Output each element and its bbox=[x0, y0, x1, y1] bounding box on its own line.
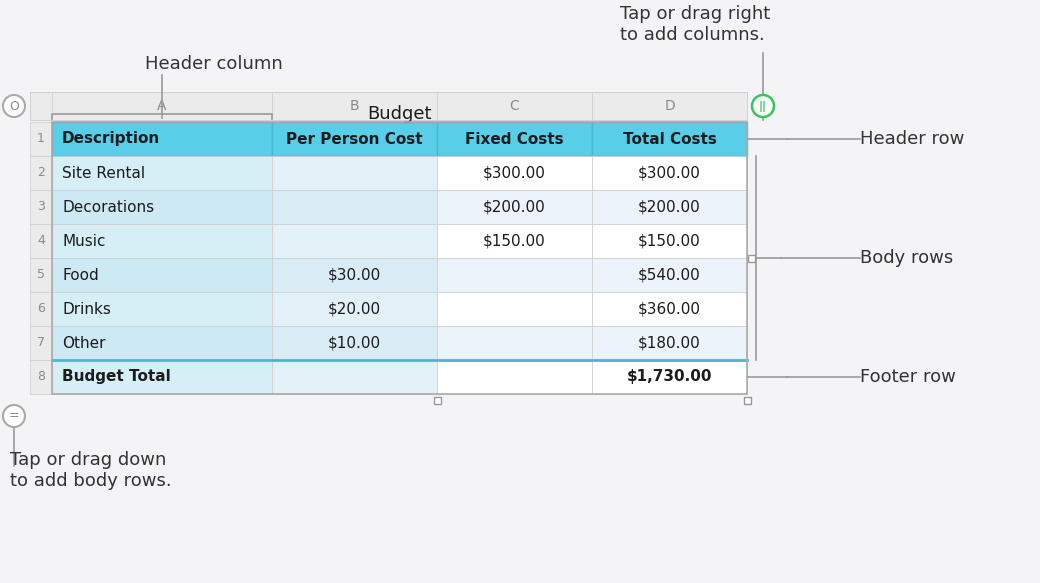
Text: 4: 4 bbox=[37, 234, 45, 248]
Bar bbox=[592, 190, 747, 224]
Bar bbox=[434, 397, 441, 404]
Text: A: A bbox=[157, 99, 166, 113]
Bar bbox=[52, 360, 272, 394]
Text: ||: || bbox=[759, 100, 768, 111]
Bar bbox=[52, 122, 747, 394]
Text: 7: 7 bbox=[37, 336, 45, 349]
Bar bbox=[592, 122, 747, 156]
Bar bbox=[272, 190, 437, 224]
Bar bbox=[437, 258, 592, 292]
Text: 5: 5 bbox=[37, 269, 45, 282]
Text: $150.00: $150.00 bbox=[484, 234, 546, 248]
Bar bbox=[52, 156, 272, 190]
Text: Budget Total: Budget Total bbox=[62, 370, 171, 385]
Bar bbox=[592, 292, 747, 326]
Text: $1,730.00: $1,730.00 bbox=[627, 370, 712, 385]
Text: $180.00: $180.00 bbox=[639, 335, 701, 350]
Text: $30.00: $30.00 bbox=[328, 268, 381, 283]
Text: 1: 1 bbox=[37, 132, 45, 146]
Bar bbox=[272, 292, 437, 326]
Bar bbox=[272, 258, 437, 292]
Bar bbox=[272, 92, 437, 120]
Bar bbox=[437, 190, 592, 224]
Text: $300.00: $300.00 bbox=[639, 166, 701, 181]
Bar bbox=[272, 360, 437, 394]
Text: Header column: Header column bbox=[145, 55, 283, 73]
Text: Tap or drag right
to add columns.: Tap or drag right to add columns. bbox=[620, 5, 771, 44]
Bar bbox=[272, 326, 437, 360]
Bar bbox=[30, 190, 52, 224]
Bar bbox=[52, 326, 272, 360]
Text: Decorations: Decorations bbox=[62, 199, 154, 215]
Bar bbox=[52, 292, 272, 326]
Bar bbox=[30, 122, 52, 156]
Text: $10.00: $10.00 bbox=[328, 335, 381, 350]
Bar bbox=[437, 360, 592, 394]
Bar bbox=[592, 326, 747, 360]
Text: O: O bbox=[9, 100, 19, 113]
Text: Site Rental: Site Rental bbox=[62, 166, 146, 181]
Bar bbox=[437, 122, 592, 156]
Bar bbox=[52, 224, 272, 258]
Bar bbox=[52, 190, 272, 224]
Text: Other: Other bbox=[62, 335, 105, 350]
Circle shape bbox=[3, 405, 25, 427]
Text: C: C bbox=[510, 99, 519, 113]
Text: Food: Food bbox=[62, 268, 99, 283]
Text: Header row: Header row bbox=[860, 130, 964, 148]
Text: 6: 6 bbox=[37, 303, 45, 315]
Bar bbox=[52, 92, 272, 120]
Bar bbox=[437, 292, 592, 326]
Bar bbox=[272, 224, 437, 258]
Text: Tap or drag down
to add body rows.: Tap or drag down to add body rows. bbox=[10, 451, 172, 490]
Text: 2: 2 bbox=[37, 167, 45, 180]
Text: $20.00: $20.00 bbox=[328, 301, 381, 317]
Text: 3: 3 bbox=[37, 201, 45, 213]
Text: Description: Description bbox=[62, 132, 160, 146]
Text: $200.00: $200.00 bbox=[484, 199, 546, 215]
Text: Total Costs: Total Costs bbox=[623, 132, 717, 146]
Text: Drinks: Drinks bbox=[62, 301, 111, 317]
Bar bbox=[30, 292, 52, 326]
Circle shape bbox=[3, 95, 25, 117]
Bar bbox=[592, 156, 747, 190]
Bar bbox=[592, 258, 747, 292]
Text: Footer row: Footer row bbox=[860, 368, 956, 386]
Bar bbox=[272, 156, 437, 190]
Text: $540.00: $540.00 bbox=[639, 268, 701, 283]
Bar bbox=[437, 224, 592, 258]
Text: =: = bbox=[8, 409, 20, 423]
Bar bbox=[744, 397, 751, 404]
Bar bbox=[52, 122, 272, 156]
Bar bbox=[437, 156, 592, 190]
Bar bbox=[437, 92, 592, 120]
Bar bbox=[30, 92, 747, 120]
Text: $360.00: $360.00 bbox=[638, 301, 701, 317]
Text: D: D bbox=[665, 99, 675, 113]
Bar bbox=[592, 360, 747, 394]
Text: $300.00: $300.00 bbox=[483, 166, 546, 181]
Text: Music: Music bbox=[62, 234, 105, 248]
Text: Fixed Costs: Fixed Costs bbox=[465, 132, 564, 146]
Bar bbox=[592, 92, 747, 120]
Text: Body rows: Body rows bbox=[860, 249, 954, 267]
Bar bbox=[30, 326, 52, 360]
Bar bbox=[592, 224, 747, 258]
Text: Budget: Budget bbox=[367, 105, 432, 123]
Text: Per Person Cost: Per Person Cost bbox=[286, 132, 423, 146]
Bar bbox=[272, 122, 437, 156]
Text: $150.00: $150.00 bbox=[639, 234, 701, 248]
Bar bbox=[30, 224, 52, 258]
Text: B: B bbox=[349, 99, 359, 113]
Bar bbox=[52, 258, 272, 292]
Bar bbox=[748, 255, 755, 262]
Text: $200.00: $200.00 bbox=[639, 199, 701, 215]
Text: 8: 8 bbox=[37, 371, 45, 384]
Circle shape bbox=[752, 95, 774, 117]
Bar bbox=[30, 360, 52, 394]
Bar bbox=[30, 156, 52, 190]
Bar bbox=[437, 326, 592, 360]
Bar bbox=[30, 258, 52, 292]
